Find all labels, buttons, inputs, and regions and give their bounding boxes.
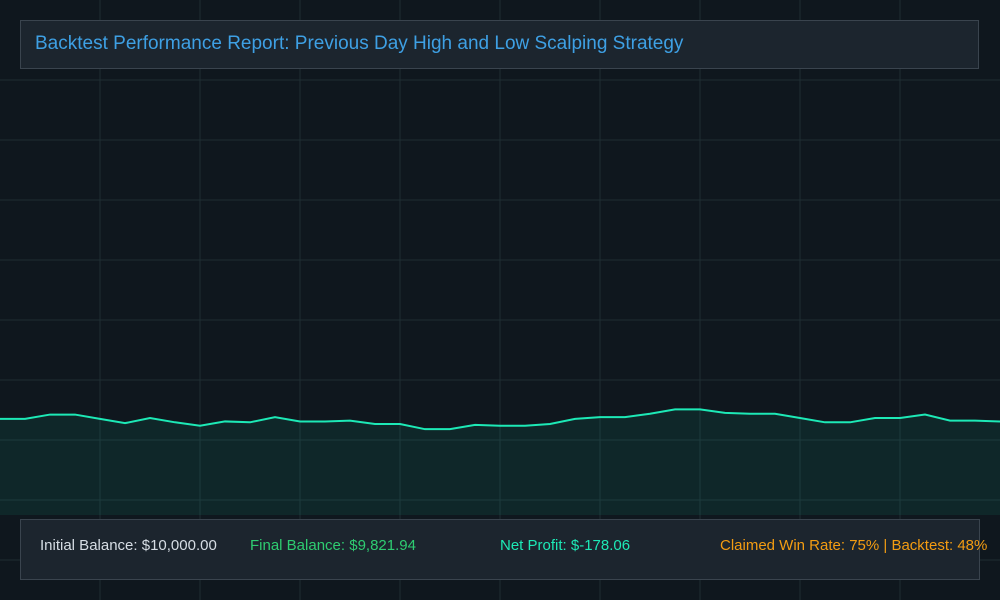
data-point: [49, 414, 51, 416]
data-point: [249, 421, 251, 423]
data-point: [349, 420, 351, 422]
data-point: [399, 423, 401, 425]
data-point: [699, 408, 701, 410]
data-point: [749, 413, 751, 415]
report-title-panel: Backtest Performance Report: Previous Da…: [20, 20, 979, 69]
data-point: [674, 408, 676, 410]
data-point: [499, 425, 501, 427]
data-point: [524, 425, 526, 427]
data-point: [299, 420, 301, 422]
data-point: [949, 420, 951, 422]
data-point: [474, 424, 476, 426]
data-point: [574, 418, 576, 420]
data-point: [449, 428, 451, 430]
data-point: [724, 412, 726, 414]
data-point: [624, 416, 626, 418]
data-point: [374, 423, 376, 425]
data-point: [874, 417, 876, 419]
net-profit-stat: Net Profit: $-178.06: [500, 537, 631, 554]
data-point: [324, 420, 326, 422]
data-point: [174, 421, 176, 423]
data-point: [124, 422, 126, 424]
data-point: [924, 414, 926, 416]
data-point: [549, 423, 551, 425]
data-point: [199, 425, 201, 427]
data-point: [849, 421, 851, 423]
data-point: [774, 413, 776, 415]
win-rate-stat: Claimed Win Rate: 75% | Backtest: 48%: [720, 537, 988, 554]
data-point: [224, 420, 226, 422]
data-point: [824, 421, 826, 423]
data-point: [274, 416, 276, 418]
data-point: [599, 416, 601, 418]
data-point: [974, 420, 976, 422]
final-balance-stat: Final Balance: $9,821.94: [250, 537, 416, 554]
data-point: [799, 417, 801, 419]
data-point: [99, 418, 101, 420]
data-point: [149, 417, 151, 419]
data-point: [424, 428, 426, 430]
report-title: Backtest Performance Report: Previous Da…: [35, 33, 684, 54]
chart-series: [0, 408, 1000, 515]
data-point: [899, 417, 901, 419]
data-point: [24, 418, 26, 420]
data-point: [74, 414, 76, 416]
series-line: [0, 408, 1000, 431]
initial-balance-stat: Initial Balance: $10,000.00: [40, 537, 217, 554]
stats-panel: Initial Balance: $10,000.00 Final Balanc…: [20, 519, 987, 580]
data-point: [649, 413, 651, 415]
series-area-fill: [0, 409, 1000, 515]
